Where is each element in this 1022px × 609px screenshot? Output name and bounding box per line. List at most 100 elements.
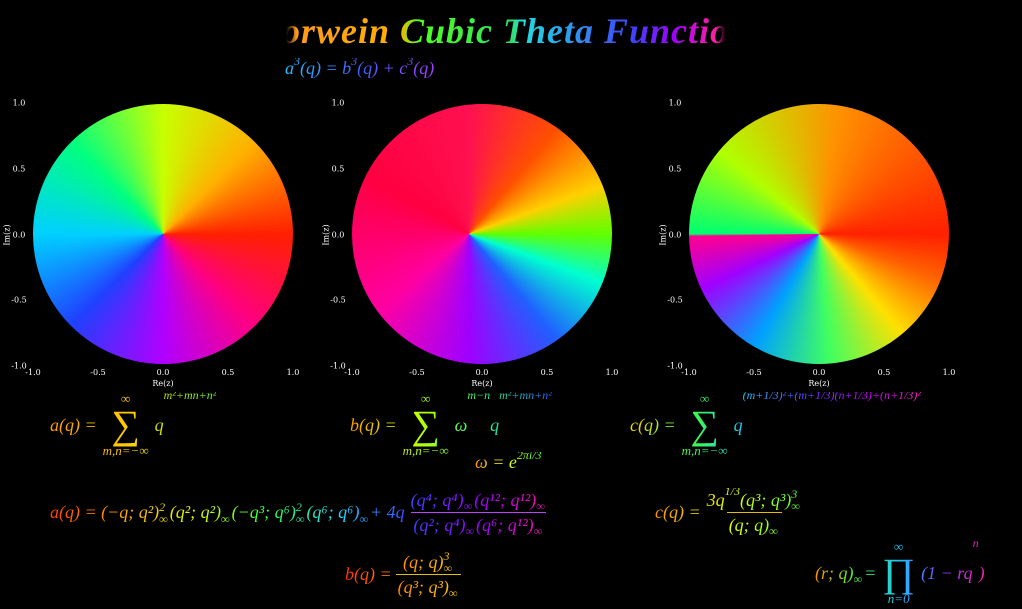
y-tick-label: 0.0	[331, 230, 345, 239]
formula-part: ∞	[221, 511, 230, 526]
y-tick-label: -1.0	[330, 361, 346, 371]
formula-part: ∞	[449, 575, 458, 599]
formula-part: ∑	[411, 402, 440, 447]
formula-part: (q; q) 3 ∞	[401, 550, 456, 574]
title: Borwein Cubic Theta Functions	[0, 10, 1022, 52]
pochhammer-formula: (r; q) ∞ = ∞ ∏ n=0 (1 − rq n)	[815, 540, 985, 606]
formula-a-sum: a(q) = ∞ ∑ m,n=−∞ q m²+mn+n²	[50, 392, 216, 458]
formula-part: 2	[295, 499, 302, 514]
formula-part: (q²; q⁴) ∞ (q⁶; q¹²) ∞	[411, 512, 547, 538]
formula-part: (q) + c	[357, 58, 408, 78]
formula-part: ∞	[791, 499, 800, 513]
x-tick-label: 1.0	[605, 368, 619, 377]
formula-part: ∞ ∑ m,n=−∞	[682, 392, 728, 458]
formula-part: (q³; q³)	[397, 576, 449, 597]
x-tick-label: -1.0	[25, 368, 41, 377]
formula-part: ∞	[536, 488, 545, 512]
formula-part: 3q 1/3 (q³; q³) 3 ∞	[705, 488, 804, 512]
formula-part: ∞ ∑ m,n=−∞	[403, 392, 449, 458]
formula-part: a(q) =	[50, 414, 97, 435]
formula-part: b(q) =	[345, 564, 392, 584]
formula-part: n=0	[887, 591, 910, 606]
y-tick-label: 0.0	[12, 230, 26, 239]
formula-part: 2 ∞	[159, 501, 168, 525]
x-tick-label: -1.0	[681, 368, 697, 377]
formula-b-product: b(q) = (q; q) 3 ∞ (q³; q³) ∞	[345, 550, 465, 599]
formula-part: m−n	[467, 388, 491, 402]
formula-part: m,n=−∞	[681, 443, 728, 458]
formula-part: m,n=−∞	[402, 443, 449, 458]
formula-part: ∞	[464, 488, 473, 512]
formula-part: ∞	[533, 524, 543, 538]
formula-part: (q)	[413, 58, 435, 78]
x-axis-label: Re(z)	[152, 379, 174, 388]
formula-part: (q²; q²)	[169, 502, 222, 522]
formula-part: (q⁴; q⁴)	[410, 489, 464, 510]
y-tick-label: -1.0	[667, 361, 683, 371]
formula-part: 3q	[706, 489, 725, 510]
formula-part: a	[285, 58, 294, 78]
formula-part: 3 ∞	[791, 488, 800, 512]
y-tick-label: 1.0	[668, 98, 682, 108]
formula-part: ∞	[463, 499, 473, 513]
x-axis-label: Re(z)	[471, 379, 493, 388]
formula-part: 2πi/3	[516, 448, 542, 462]
formula-part: ∞	[448, 586, 458, 600]
formula-part: (1 − rq	[921, 562, 973, 583]
formula-part: ∞	[295, 511, 305, 526]
y-tick-label: 0.5	[12, 164, 26, 174]
y-tick-label: -0.5	[330, 295, 346, 305]
formula-part: q	[733, 414, 743, 435]
formula-a-product: a(q) = (−q; q²) 2 ∞ (q²; q²) ∞ (−q³; q⁶) 2 ∞…	[50, 488, 553, 537]
formula-part: q	[154, 414, 164, 435]
identity-formula: a 3 (q) = b 3 (q) + c 3 (q)	[285, 58, 434, 79]
x-tick-label: 0.5	[221, 368, 235, 377]
formula-part: ∞ ∏ n=0	[882, 540, 915, 606]
formula-part: + 4q	[370, 502, 405, 522]
y-axis-label: Im(z)	[658, 223, 668, 246]
formula-part	[221, 501, 230, 513]
formula-part: b(q) =	[350, 414, 397, 435]
omega-formula: ω = e 2πi/3	[475, 452, 542, 473]
formula-part: (m+1/3)²+(m+1/3)(n+1/3)+(n+1/3)²	[742, 388, 921, 402]
formula-part: m²+mn+n²	[163, 388, 217, 402]
formula-part: (q¹²; q¹²)	[474, 489, 537, 510]
x-tick-label: -1.0	[344, 368, 360, 377]
formula-part: ∞	[359, 511, 368, 526]
formula-part: (q; q) 3 ∞ (q³; q³) ∞	[395, 550, 462, 599]
y-axis-label: Im(z)	[2, 223, 12, 246]
formula-part: ∞	[221, 501, 230, 525]
y-tick-label: 0.5	[331, 164, 345, 174]
x-tick-label: 0.0	[156, 368, 170, 377]
y-tick-label: -0.5	[11, 295, 27, 305]
y-tick-label: -1.0	[11, 361, 27, 371]
x-tick-label: 0.5	[877, 368, 891, 377]
formula-part: ∞	[359, 501, 368, 525]
formula-part: ∏	[882, 550, 916, 595]
formula-part: ∞	[853, 572, 863, 586]
formula-part: 2	[159, 499, 166, 514]
x-tick-label: -0.5	[90, 368, 106, 377]
formula-part: ∞	[534, 513, 543, 537]
formula-part: 3 ∞	[444, 550, 453, 574]
formula-part: ∞	[443, 561, 453, 575]
y-tick-label: -0.5	[667, 295, 683, 305]
formula-part: a(q) = (−q; q²)	[50, 502, 160, 522]
formula-part: 3q 1/3 (q³; q³) 3 ∞ (q; q) ∞	[705, 488, 804, 537]
formula-part: ω	[454, 414, 468, 435]
x-tick-label: 0.5	[540, 368, 554, 377]
formula-part	[359, 501, 368, 513]
formula-c-product: c(q) = 3q 1/3 (q³; q³) 3 ∞ (q; q) ∞	[655, 488, 808, 537]
formula-part: ∞	[465, 524, 475, 538]
formula-part: (q; q)	[403, 551, 444, 572]
formula-part: 1/3	[724, 484, 740, 498]
x-axis-label: Re(z)	[808, 379, 830, 388]
formula-part: m²+mn+n²	[499, 388, 552, 402]
formula-part: =	[864, 562, 877, 583]
formula-part: q	[490, 414, 500, 435]
x-tick-label: 0.0	[475, 368, 489, 377]
formula-part: ∞	[769, 513, 778, 537]
formula-part: (−q³; q⁶)	[231, 502, 296, 522]
x-tick-label: 0.0	[812, 368, 826, 377]
